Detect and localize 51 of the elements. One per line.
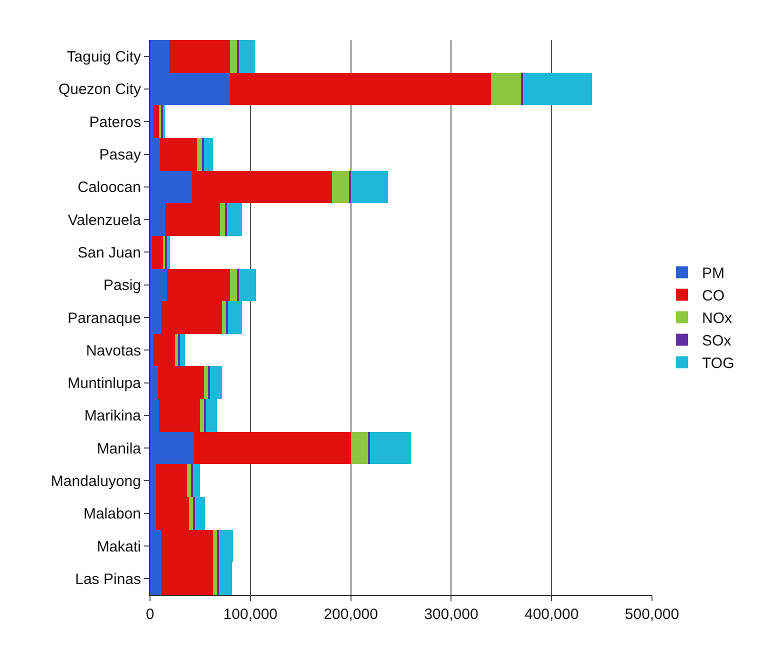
bar [152, 236, 163, 269]
y-tick-label: Pasay [99, 146, 142, 164]
y-tick-label: San Juan [78, 244, 141, 262]
x-tick-label: 0 [146, 606, 154, 623]
y-tick-label: Valenzuela [68, 212, 142, 229]
bar [200, 399, 204, 432]
bar [332, 171, 349, 203]
bar [220, 203, 225, 236]
bar [523, 73, 592, 105]
bar [167, 236, 170, 269]
bar [230, 73, 491, 105]
bar [230, 40, 237, 73]
bar [197, 138, 202, 171]
bar [227, 203, 242, 236]
legend-label: NOx [702, 310, 733, 328]
y-tick-label: Malabon [83, 506, 141, 523]
x-tick-label: 500,000 [624, 606, 680, 623]
y-tick-label: Navotas [86, 342, 141, 360]
bar [175, 334, 178, 366]
y-tick-label: Muntinlupa [68, 375, 142, 392]
bar [351, 171, 388, 203]
x-tick-label: 400,000 [524, 606, 579, 623]
bar [180, 334, 185, 366]
x-tick-label: 100,000 [223, 606, 278, 623]
y-tick-label: Mandaluyong [50, 472, 141, 490]
bar [204, 366, 208, 399]
legend-label: TOG [702, 355, 734, 372]
legend-label: SOx [702, 332, 732, 350]
bar [491, 73, 521, 105]
y-tick-label: Quezon City [58, 81, 142, 98]
bar [153, 105, 159, 138]
bar [204, 138, 213, 171]
y-tick-label: Taguig City [66, 48, 142, 66]
bar [239, 40, 255, 73]
legend-label: PM [702, 265, 725, 282]
y-tick-label: Makati [96, 538, 141, 556]
bar [351, 432, 368, 464]
y-tick-label: Pateros [89, 114, 141, 131]
y-tick-label: Marikina [84, 408, 142, 425]
x-tick-label: 200,000 [324, 606, 378, 623]
y-tick-label: Las Pinas [75, 570, 141, 588]
bar [169, 40, 230, 73]
y-tick-label: Paranaque [68, 310, 141, 327]
legend-label: CO [702, 288, 725, 305]
y-tick-label: Manila [96, 440, 142, 458]
y-tick-label: Pasig [103, 277, 141, 294]
y-tick-label: Caloocan [78, 179, 141, 196]
x-tick-label: 300,000 [424, 606, 478, 623]
bar [230, 269, 237, 301]
bar [370, 432, 411, 464]
bar [222, 301, 226, 334]
